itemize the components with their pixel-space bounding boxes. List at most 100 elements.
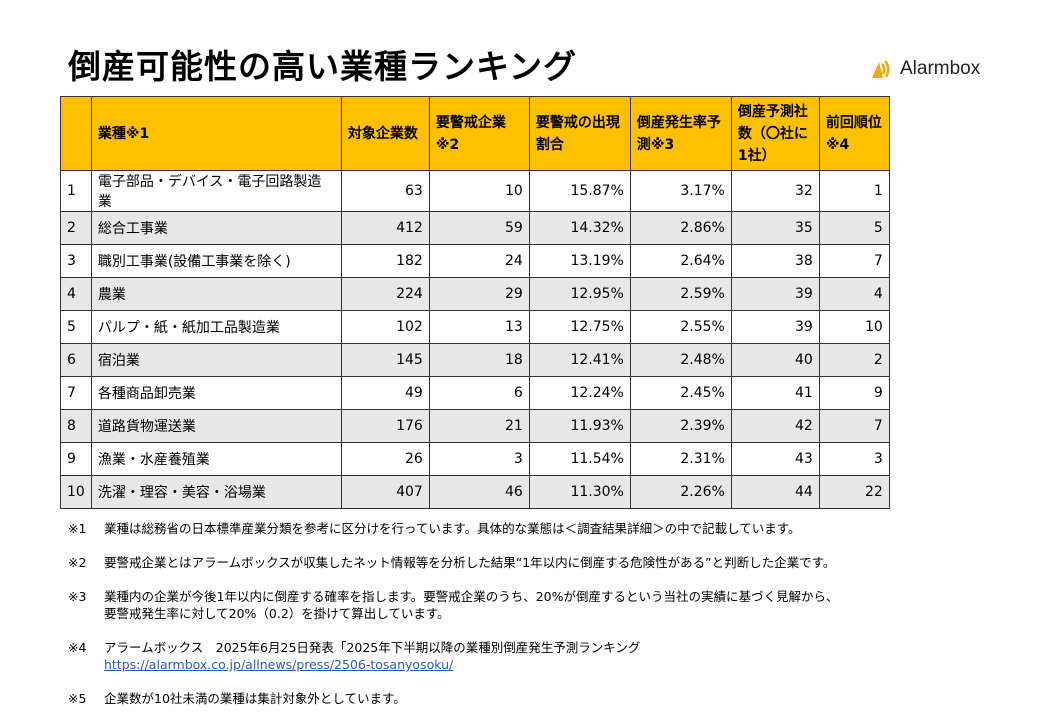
table-cell: 漁業・水産養殖業 [90, 442, 342, 476]
table-cell: 3 [428, 442, 530, 476]
footnote: ※5 企業数が10社未満の業種は集計対象外としています。 [68, 690, 839, 707]
footnote-text: 要警戒発生率に対して20%（0.2）を掛けて算出しています。 [104, 606, 450, 621]
table-cell: 15.87% [528, 170, 631, 212]
table-cell: 1 [60, 170, 92, 212]
table-cell: 412 [340, 211, 430, 245]
table-cell: 5 [60, 310, 92, 344]
table-cell: 宿泊業 [90, 343, 342, 377]
table-cell: 6 [60, 343, 92, 377]
column-header: 要警戒企業※2 [428, 96, 530, 171]
footnote: ※2 要警戒企業とはアラームボックスが収集したネット情報等を分析した結果“1年以内… [68, 554, 839, 571]
table-cell: 18 [428, 343, 530, 377]
table-cell: 32 [730, 170, 820, 212]
footnote-mark: ※5 [68, 691, 87, 706]
table-cell: 7 [818, 244, 890, 278]
column-header: 対象企業数 [340, 96, 430, 171]
alarmbox-logo: Alarmbox [870, 58, 980, 80]
footnote-mark: ※3 [68, 589, 87, 604]
footnote-mark: ※2 [68, 555, 87, 570]
column-header: 前回順位※4 [818, 96, 890, 171]
table-cell: 46 [428, 475, 530, 509]
table-cell: 22 [818, 475, 890, 509]
table-cell: 42 [730, 409, 820, 443]
table-cell: 49 [340, 376, 430, 410]
table-cell: 224 [340, 277, 430, 311]
table-cell: 2.48% [629, 343, 732, 377]
column-header: 倒産予測社数（〇社に1社） [730, 96, 820, 171]
table-row: 9 漁業・水産養殖業 26 3 11.54% 2.31% 43 3 [60, 442, 890, 476]
table-cell: 3.17% [629, 170, 732, 212]
column-header [60, 96, 92, 171]
table-cell: 8 [60, 409, 92, 443]
table-cell: 7 [60, 376, 92, 410]
table-cell: パルプ・紙・紙加工品製造業 [90, 310, 342, 344]
footnotes: ※1 業種は総務省の日本標準産業分類を参考に区分けを行っています。具体的な業態は＜… [68, 520, 839, 724]
table-cell: 2 [818, 343, 890, 377]
table-cell: 10 [818, 310, 890, 344]
column-header: 要警戒の出現割合 [528, 96, 631, 171]
table-cell: 総合工事業 [90, 211, 342, 245]
table-cell: 39 [730, 310, 820, 344]
table-cell: 12.24% [528, 376, 631, 410]
alarm-signal-icon [872, 60, 890, 78]
table-cell: 2.39% [629, 409, 732, 443]
table-cell: 1 [818, 170, 890, 212]
table-cell: 3 [818, 442, 890, 476]
table-cell: 2.86% [629, 211, 732, 245]
footnote: ※3 業種内の企業が今後1年以内に倒産する確率を指します。要警戒企業のうち、20%… [68, 588, 839, 622]
column-header: 倒産発生率予測※3 [629, 96, 732, 171]
table-cell: 40 [730, 343, 820, 377]
footnote-mark: ※4 [68, 640, 87, 655]
table-cell: 26 [340, 442, 430, 476]
table-cell: 9 [818, 376, 890, 410]
table-cell: 13.19% [528, 244, 631, 278]
table-cell: 5 [818, 211, 890, 245]
table-cell: 2 [60, 211, 92, 245]
table-cell: 13 [428, 310, 530, 344]
table-cell: 182 [340, 244, 430, 278]
table-cell: 12.75% [528, 310, 631, 344]
table-row: 3 職別工事業(設備工事業を除く) 182 24 13.19% 2.64% 38 7 [60, 244, 890, 278]
ranking-table: 業種※1 対象企業数 要警戒企業※2 要警戒の出現割合 倒産発生率予測※3 倒産予測社数（… [60, 96, 890, 509]
table-cell: 35 [730, 211, 820, 245]
table-cell: 44 [730, 475, 820, 509]
table-cell: 43 [730, 442, 820, 476]
press-release-link[interactable]: https://alarmbox.co.jp/allnews/press/250… [104, 657, 454, 672]
footnote-text: 業種は総務省の日本標準産業分類を参考に区分けを行っています。具体的な業態は＜調査… [104, 521, 801, 536]
table-cell: 2.45% [629, 376, 732, 410]
table-cell: 各種商品卸売業 [90, 376, 342, 410]
table-cell: 59 [428, 211, 530, 245]
table-cell: 2.26% [629, 475, 732, 509]
table-cell: 10 [60, 475, 92, 509]
table-cell: 12.95% [528, 277, 631, 311]
table-cell: 2.59% [629, 277, 732, 311]
table-cell: 21 [428, 409, 530, 443]
table-cell: 41 [730, 376, 820, 410]
table-cell: 2.31% [629, 442, 732, 476]
table-cell: 11.54% [528, 442, 631, 476]
footnote: ※1 業種は総務省の日本標準産業分類を参考に区分けを行っています。具体的な業態は＜… [68, 520, 839, 537]
table-row: 1 電子部品・デバイス・電子回路製造業 63 10 15.87% 3.17% 32 1 [60, 170, 890, 212]
table-cell: 102 [340, 310, 430, 344]
table-cell: 6 [428, 376, 530, 410]
table-cell: 3 [60, 244, 92, 278]
table-cell: 176 [340, 409, 430, 443]
table-cell: 4 [818, 277, 890, 311]
table-row: 5 パルプ・紙・紙加工品製造業 102 13 12.75% 2.55% 39 10 [60, 310, 890, 344]
table-row: 8 道路貨物運送業 176 21 11.93% 2.39% 42 7 [60, 409, 890, 443]
table-cell: 道路貨物運送業 [90, 409, 342, 443]
table-cell: 4 [60, 277, 92, 311]
table-cell: 11.30% [528, 475, 631, 509]
table-cell: 38 [730, 244, 820, 278]
table-cell: 39 [730, 277, 820, 311]
column-header: 業種※1 [90, 96, 342, 171]
footnote: ※4 アラームボックス 2025年6月25日発表「2025年下半期以降の業種別倒産… [68, 639, 839, 673]
table-cell: 2.55% [629, 310, 732, 344]
footnote-text: 業種内の企業が今後1年以内に倒産する確率を指します。要警戒企業のうち、20%が倒… [104, 589, 839, 604]
table-cell: 14.32% [528, 211, 631, 245]
table-cell: 63 [340, 170, 430, 212]
table-cell: 農業 [90, 277, 342, 311]
table-cell: 29 [428, 277, 530, 311]
footnote-mark: ※1 [68, 521, 87, 536]
table-cell: 7 [818, 409, 890, 443]
